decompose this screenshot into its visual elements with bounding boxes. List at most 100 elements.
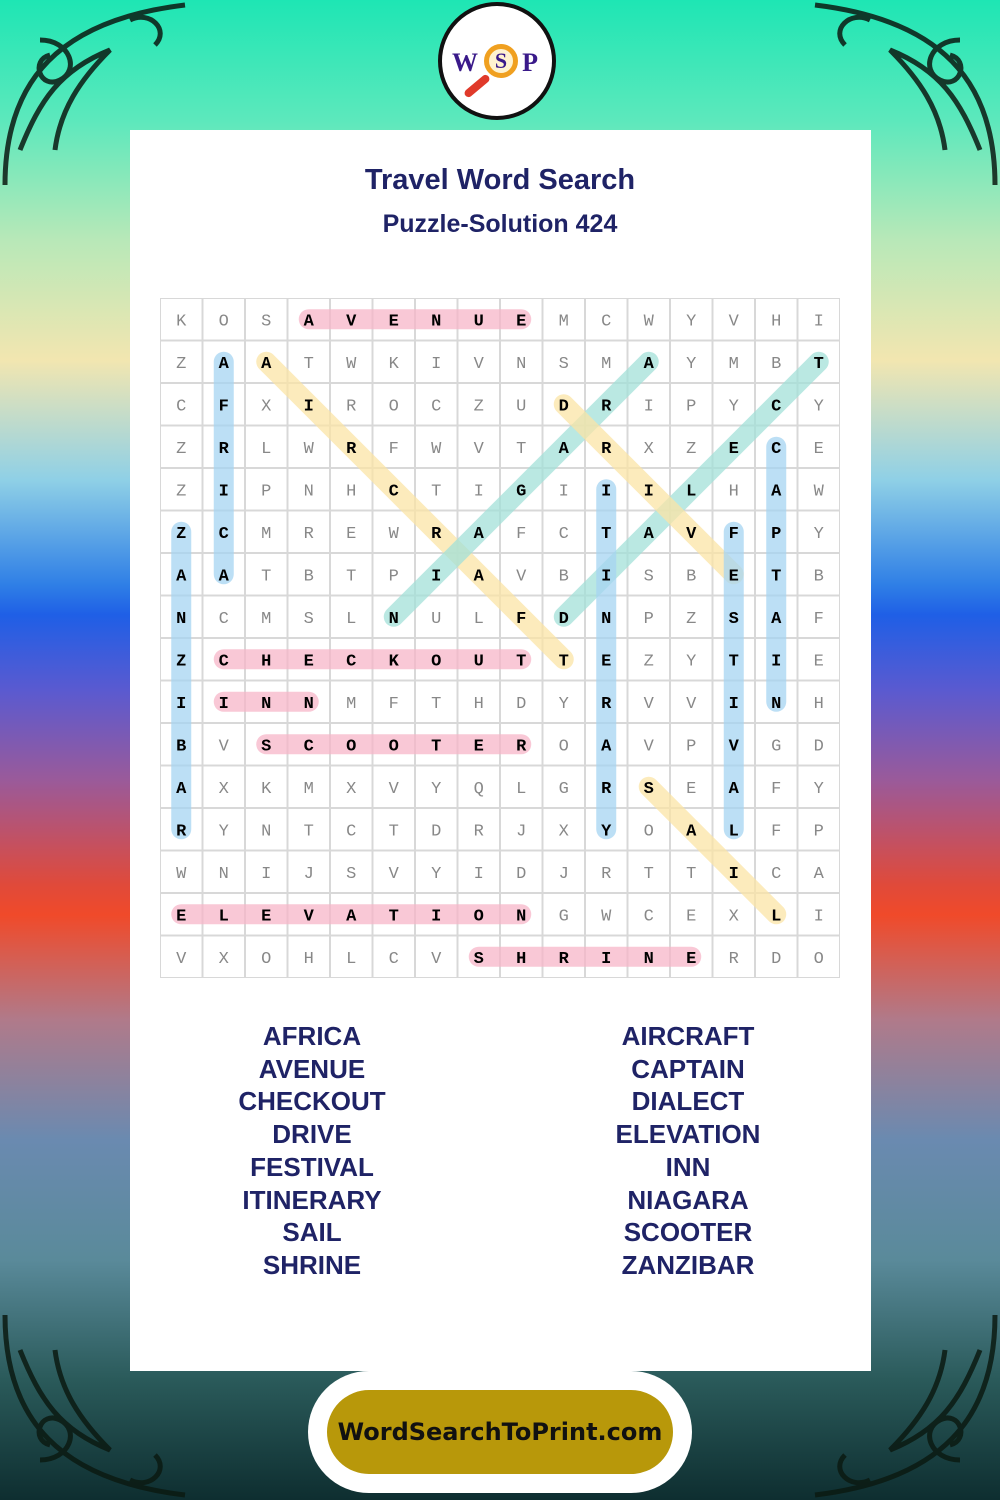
grid-cell[interactable]: C (389, 482, 399, 501)
grid-cell[interactable]: D (431, 822, 441, 841)
grid-cell[interactable]: H (771, 312, 781, 331)
grid-cell[interactable]: P (389, 567, 399, 586)
grid-cell[interactable]: I (474, 865, 484, 884)
grid-cell[interactable]: E (346, 525, 356, 544)
grid-cell[interactable]: T (431, 482, 441, 501)
grid-cell[interactable]: H (261, 652, 271, 671)
grid-cell[interactable]: S (474, 950, 484, 969)
grid-cell[interactable]: B (814, 567, 824, 586)
grid-cell[interactable]: N (261, 822, 271, 841)
grid-cell[interactable]: C (219, 610, 229, 629)
grid-cell[interactable]: L (219, 907, 229, 926)
grid-cell[interactable]: G (559, 907, 569, 926)
grid-cell[interactable]: L (261, 440, 271, 459)
grid-cell[interactable]: Z (176, 652, 186, 671)
grid-cell[interactable]: T (261, 567, 271, 586)
grid-cell[interactable]: I (431, 567, 441, 586)
grid-cell[interactable]: R (601, 865, 611, 884)
grid-cell[interactable]: L (346, 610, 356, 629)
grid-cell[interactable]: M (559, 312, 569, 331)
grid-cell[interactable]: S (644, 567, 654, 586)
grid-cell[interactable]: I (729, 695, 739, 714)
grid-cell[interactable]: V (474, 355, 485, 374)
grid-cell[interactable]: R (346, 397, 356, 416)
grid-cell[interactable]: N (219, 865, 229, 884)
grid-cell[interactable]: L (771, 907, 781, 926)
grid-cell[interactable]: P (644, 610, 654, 629)
grid-cell[interactable]: Y (431, 780, 441, 799)
grid-cell[interactable]: V (389, 865, 400, 884)
grid-cell[interactable]: S (304, 610, 314, 629)
grid-cell[interactable]: O (644, 822, 654, 841)
grid-cell[interactable]: B (559, 567, 569, 586)
grid-cell[interactable]: C (346, 652, 356, 671)
grid-cell[interactable]: N (516, 907, 526, 926)
grid-cell[interactable]: R (346, 440, 357, 459)
grid-cell[interactable]: J (516, 822, 526, 841)
grid-cell[interactable]: O (474, 907, 484, 926)
grid-cell[interactable]: R (601, 695, 612, 714)
grid-cell[interactable]: D (516, 865, 526, 884)
grid-cell[interactable]: A (474, 567, 485, 586)
grid-cell[interactable]: I (304, 397, 314, 416)
grid-cell[interactable]: D (814, 737, 824, 756)
grid-cell[interactable]: F (389, 440, 399, 459)
grid-cell[interactable]: O (389, 737, 399, 756)
grid-cell[interactable]: V (644, 695, 655, 714)
grid-cell[interactable]: J (559, 865, 569, 884)
grid-cell[interactable]: C (219, 525, 229, 544)
grid-cell[interactable]: F (729, 525, 739, 544)
grid-cell[interactable]: A (559, 440, 570, 459)
grid-cell[interactable]: Z (474, 397, 484, 416)
grid-cell[interactable]: V (729, 737, 740, 756)
grid-cell[interactable]: A (219, 355, 230, 374)
grid-cell[interactable]: A (644, 525, 655, 544)
grid-cell[interactable]: F (516, 525, 526, 544)
grid-cell[interactable]: B (771, 355, 781, 374)
grid-cell[interactable]: T (431, 695, 441, 714)
grid-cell[interactable]: E (389, 312, 399, 331)
grid-cell[interactable]: Y (814, 780, 824, 799)
grid-cell[interactable]: O (261, 950, 271, 969)
grid-cell[interactable]: Z (686, 440, 696, 459)
grid-cell[interactable]: M (346, 695, 356, 714)
grid-cell[interactable]: F (219, 397, 229, 416)
grid-cell[interactable]: A (644, 355, 655, 374)
grid-cell[interactable]: V (474, 440, 485, 459)
grid-cell[interactable]: Y (431, 865, 441, 884)
grid-cell[interactable]: T (686, 865, 696, 884)
grid-cell[interactable]: C (771, 865, 781, 884)
grid-cell[interactable]: E (814, 652, 824, 671)
grid-cell[interactable]: A (474, 525, 485, 544)
grid-cell[interactable]: B (304, 567, 314, 586)
grid-cell[interactable]: E (686, 780, 696, 799)
grid-cell[interactable]: V (389, 780, 400, 799)
grid-cell[interactable]: N (176, 610, 186, 629)
grid-cell[interactable]: D (771, 950, 781, 969)
grid-cell[interactable]: A (601, 737, 612, 756)
grid-cell[interactable]: Z (176, 482, 186, 501)
grid-cell[interactable]: I (219, 482, 229, 501)
grid-cell[interactable]: S (729, 610, 739, 629)
grid-cell[interactable]: I (729, 865, 739, 884)
grid-cell[interactable]: T (601, 525, 611, 544)
grid-cell[interactable]: T (389, 907, 399, 926)
grid-cell[interactable]: T (516, 652, 526, 671)
grid-cell[interactable]: I (644, 482, 654, 501)
grid-cell[interactable]: F (516, 610, 526, 629)
website-button[interactable]: WordSearchToPrint.com (322, 1385, 678, 1479)
grid-cell[interactable]: M (261, 610, 271, 629)
grid-cell[interactable]: E (176, 907, 186, 926)
grid-cell[interactable]: R (559, 950, 570, 969)
grid-cell[interactable]: Z (176, 525, 186, 544)
grid-cell[interactable]: T (346, 567, 356, 586)
grid-cell[interactable]: I (601, 482, 611, 501)
grid-cell[interactable]: F (389, 695, 399, 714)
grid-cell[interactable]: P (686, 397, 696, 416)
grid-cell[interactable]: M (304, 780, 314, 799)
grid-cell[interactable]: H (814, 695, 824, 714)
grid-cell[interactable]: R (601, 397, 612, 416)
grid-cell[interactable]: I (431, 907, 441, 926)
grid-cell[interactable]: B (176, 737, 186, 756)
grid-cell[interactable]: I (176, 695, 186, 714)
